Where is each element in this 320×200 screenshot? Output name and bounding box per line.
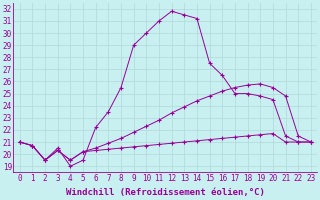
X-axis label: Windchill (Refroidissement éolien,°C): Windchill (Refroidissement éolien,°C) xyxy=(66,188,265,197)
